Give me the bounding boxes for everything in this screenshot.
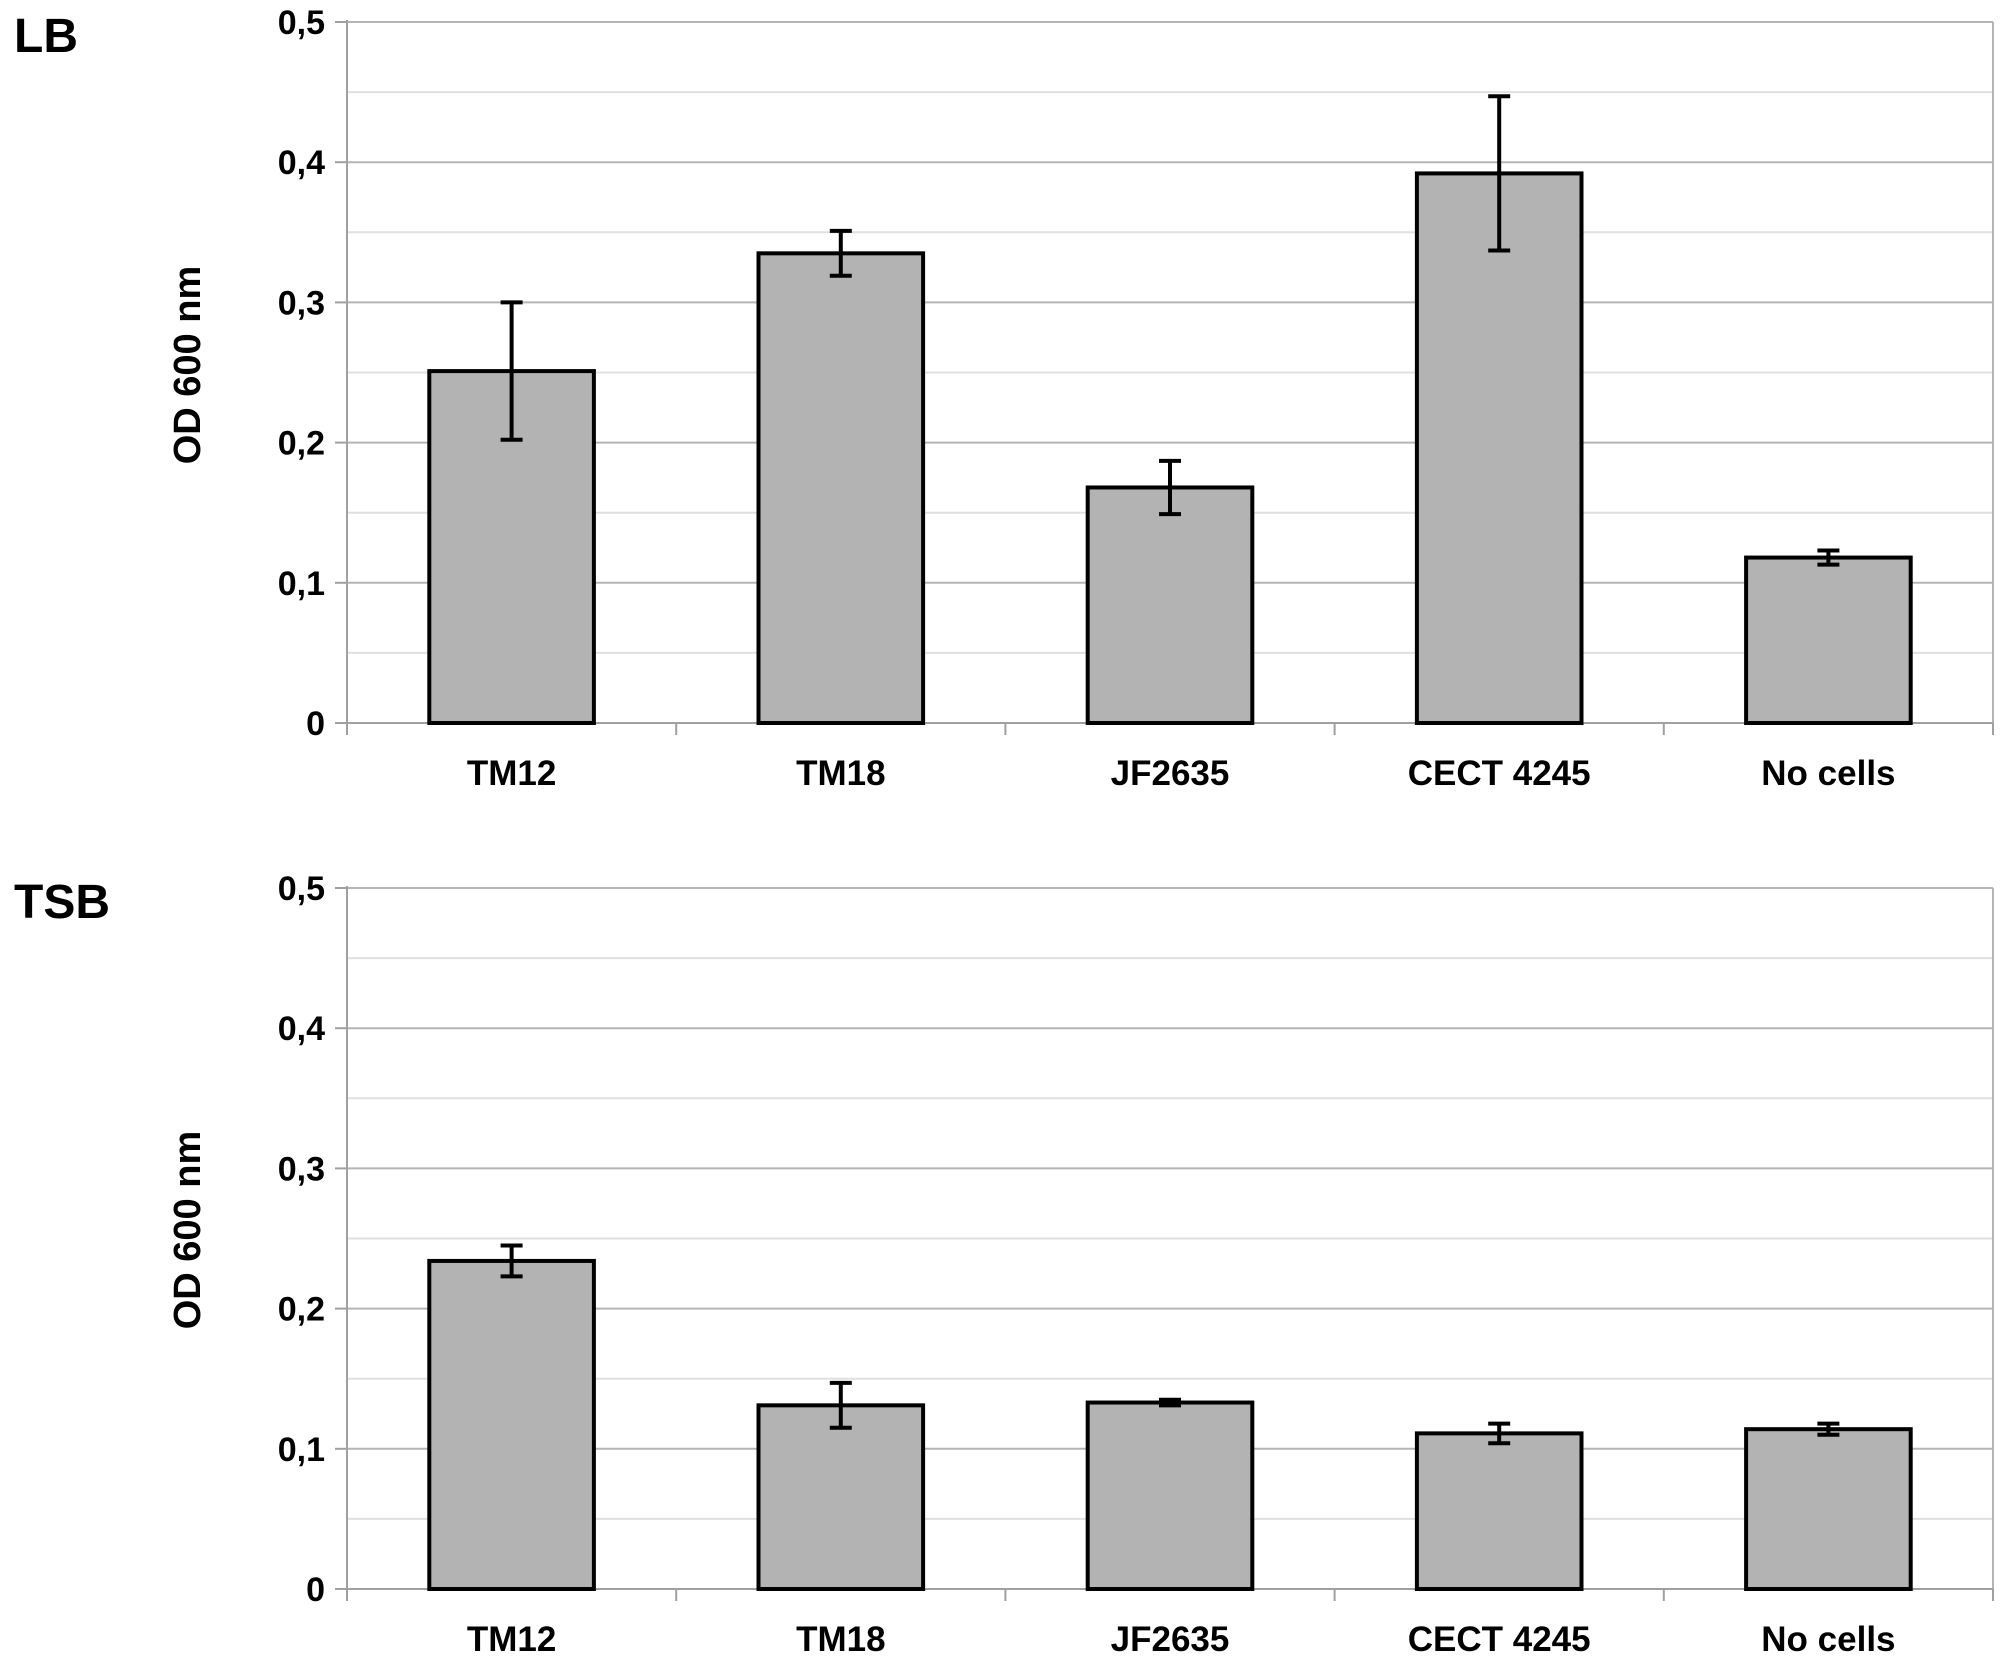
bar-tsb-3 [1417,1433,1582,1589]
x-tick-label-tsb-2: JF2635 [1111,1620,1230,1659]
bar-tsb-2 [1088,1403,1253,1589]
bar-tsb-1 [759,1405,924,1589]
y-tick-label-tsb: 0,3 [278,1150,325,1188]
chart-lb: LB OD 600 nm 0 0,1 0,2 0,3 0,4 0,5 TM12 TM18 JF2… [14,4,1993,793]
bar-tsb-4 [1746,1429,1911,1589]
y-tick-label-lb: 0,2 [278,425,325,463]
y-tick-label-lb: 0,5 [278,4,325,42]
y-axis-title-tsb: OD 600 nm [167,1131,209,1330]
x-tick-label-lb-3: CECT 4245 [1408,754,1591,793]
panel-label-lb: LB [14,10,78,63]
x-tick-label-lb-0: TM12 [467,754,556,793]
y-tick-label-lb: 0,1 [278,565,325,603]
bar-lb-1 [759,253,924,723]
bar-lb-4 [1746,558,1911,723]
x-tick-label-tsb-1: TM18 [796,1620,885,1659]
bar-lb-2 [1088,487,1253,723]
x-tick-label-tsb-4: No cells [1761,1620,1895,1659]
bar-tsb-0 [429,1261,594,1589]
y-tick-label-tsb: 0,1 [278,1431,325,1469]
y-tick-label-tsb: 0,2 [278,1291,325,1329]
x-tick-label-lb-4: No cells [1761,754,1895,793]
y-tick-label-lb: 0,3 [278,284,325,322]
x-tick-label-lb-2: JF2635 [1111,754,1230,793]
y-tick-label-tsb: 0,5 [278,870,325,908]
y-tick-label-lb: 0 [306,705,325,743]
y-axis-title-lb: OD 600 nm [167,266,209,465]
chart-tsb: TSB OD 600 nm 0 0,1 0,2 0,3 0,4 0,5 TM12 TM18 JF… [14,870,1993,1659]
bar-lb-3 [1417,173,1582,723]
x-tick-label-lb-1: TM18 [796,754,885,793]
y-tick-label-lb: 0,4 [278,144,325,182]
x-tick-label-tsb-0: TM12 [467,1620,556,1659]
y-tick-label-tsb: 0 [306,1571,325,1609]
y-tick-label-tsb: 0,4 [278,1010,325,1048]
figure: LB OD 600 nm 0 0,1 0,2 0,3 0,4 0,5 TM12 TM18 JF2… [0,0,2000,1659]
panel-label-tsb: TSB [14,876,110,929]
x-tick-label-tsb-3: CECT 4245 [1408,1620,1591,1659]
